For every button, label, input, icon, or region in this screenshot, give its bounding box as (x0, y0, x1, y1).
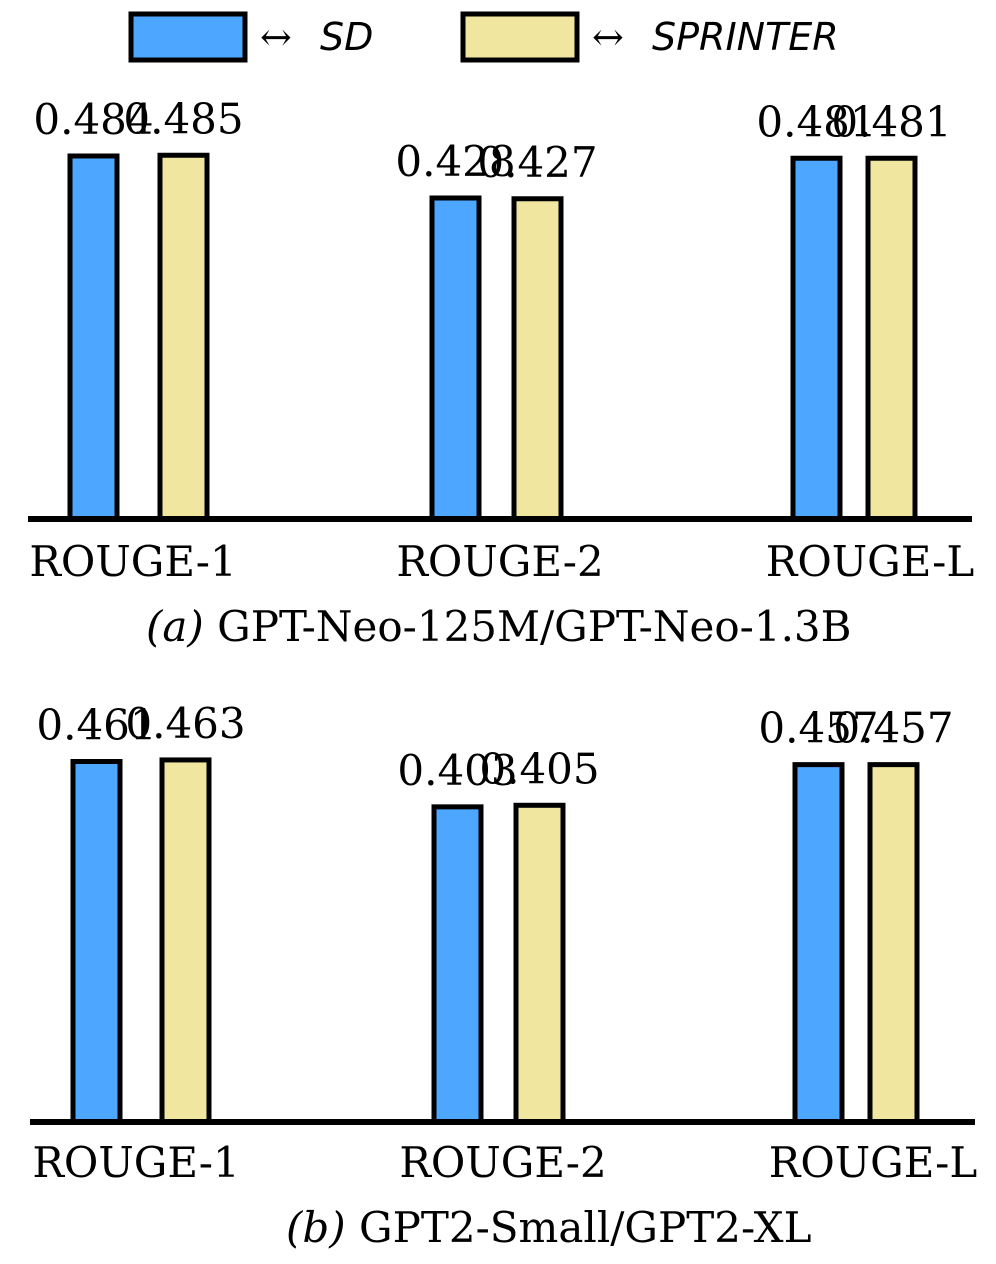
x-tick-label-rouge-1: ROUGE-1 (29, 537, 236, 586)
caption-text: GPT2-Small/GPT2-XL (359, 1203, 811, 1252)
value-label-sd-rouge-l: 0.457 (758, 704, 878, 753)
bar-sprinter-rouge-2 (513, 802, 566, 1125)
bar-sprinter-rouge-1 (159, 757, 212, 1125)
legend-swatch-sd (128, 11, 248, 63)
bar-sd-rouge-l (790, 155, 843, 522)
bar-sd-rouge-l (792, 762, 845, 1125)
legend-swatch-sprinter (460, 11, 580, 63)
x-tick-label-rouge-2: ROUGE-2 (396, 537, 603, 586)
value-label-sd-rouge-l: 0.481 (756, 97, 876, 146)
bar-sprinter-rouge-1 (157, 152, 210, 522)
legend-label-sprinter: SPRINTER (652, 15, 839, 59)
chart-panel-b: 0.461 0.403 0.457 0.463 0.405 0.457 ROUGE-1 ROU… (30, 699, 977, 1252)
caption-letter: (a) (146, 602, 204, 651)
value-label-sd-rouge-2: 0.428 (395, 137, 515, 186)
chart-panel-a: 0.484 0.428 0.481 0.485 0.427 0.481 ROUGE-1 ROU… (28, 94, 974, 651)
value-label-sprinter-rouge-2: 0.427 (477, 138, 597, 187)
bar-sprinter-rouge-l (867, 762, 920, 1125)
legend: ↔ SD ↔ SPRINTER (128, 11, 839, 63)
value-label-sd-rouge-1: 0.461 (36, 700, 156, 749)
value-label-sd-rouge-1: 0.484 (33, 95, 153, 144)
value-label-sd-rouge-2: 0.403 (397, 746, 517, 795)
caption-letter: (b) (286, 1203, 346, 1252)
bar-sd-rouge-1 (70, 758, 123, 1125)
x-tick-label-rouge-l: ROUGE-L (769, 1138, 978, 1187)
bar-sd-rouge-2 (429, 195, 482, 522)
bar-sd-rouge-2 (431, 804, 484, 1125)
x-tick-label-rouge-2: ROUGE-2 (399, 1138, 606, 1187)
bar-sprinter-rouge-l (865, 155, 918, 522)
legend-label-sd: SD (320, 15, 373, 59)
value-label-sprinter-rouge-l: 0.457 (833, 704, 953, 753)
value-label-sprinter-rouge-2: 0.405 (479, 744, 599, 793)
value-label-sprinter-rouge-l: 0.481 (831, 97, 951, 146)
bar-sprinter-rouge-2 (511, 196, 564, 522)
legend-arrow-sd: ↔ (260, 15, 292, 59)
legend-arrow-sprinter: ↔ (592, 15, 624, 59)
caption-space (204, 602, 217, 651)
x-tick-label-rouge-1: ROUGE-1 (32, 1138, 239, 1187)
bar-sd-rouge-1 (67, 153, 120, 522)
caption-space (346, 1203, 359, 1252)
value-label-sprinter-rouge-1: 0.485 (123, 94, 243, 143)
x-tick-label-rouge-l: ROUGE-L (766, 537, 975, 586)
caption-text: GPT-Neo-125M/GPT-Neo-1.3B (217, 602, 851, 651)
panel-caption: (b) GPT2-Small/GPT2-XL (286, 1203, 811, 1252)
value-label-sprinter-rouge-1: 0.463 (125, 699, 245, 748)
panel-caption: (a) GPT-Neo-125M/GPT-Neo-1.3B (146, 602, 852, 651)
